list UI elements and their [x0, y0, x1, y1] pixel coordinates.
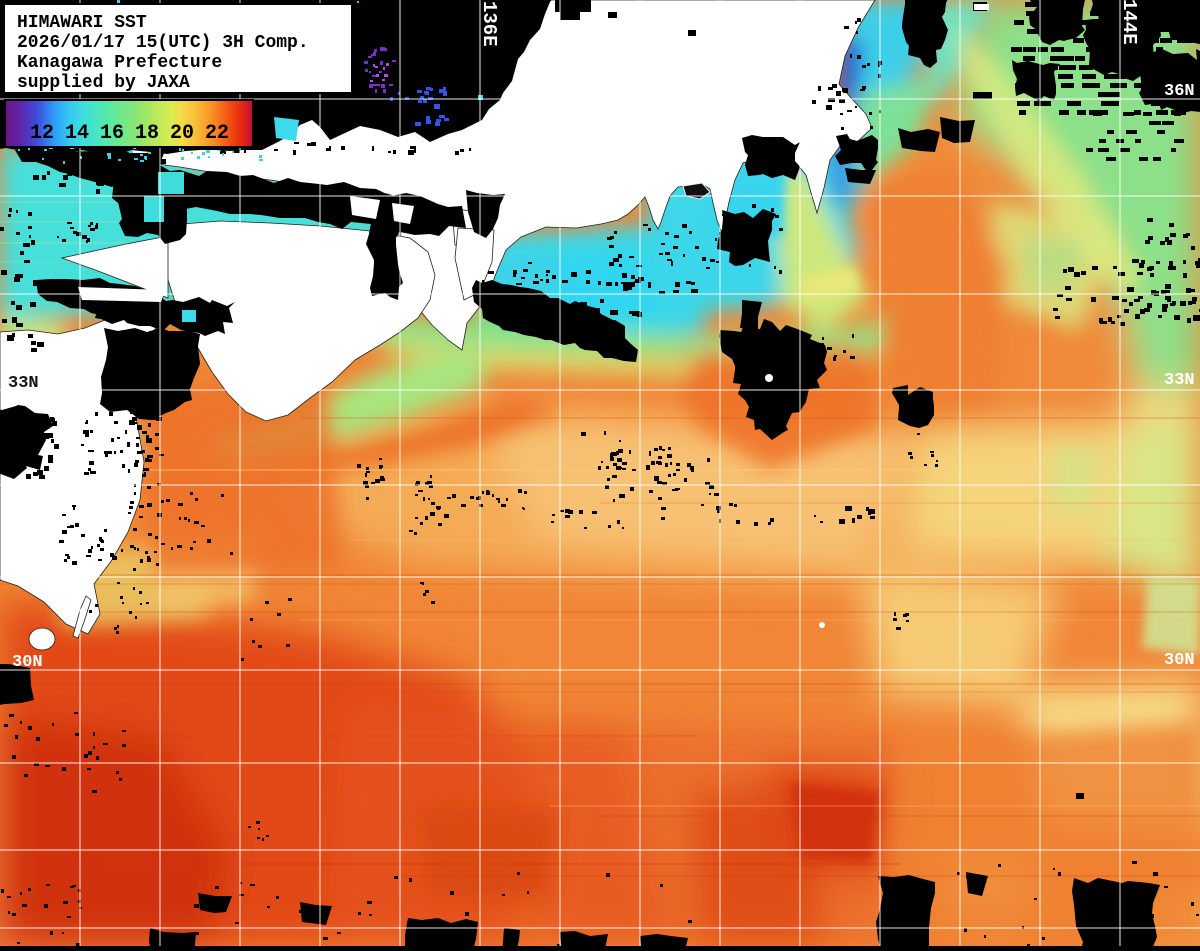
- svg-text:30N: 30N: [12, 653, 43, 672]
- svg-text:20: 20: [170, 122, 194, 145]
- svg-text:33N: 33N: [1164, 371, 1195, 390]
- svg-text:12: 12: [30, 122, 54, 145]
- svg-text:33N: 33N: [8, 374, 39, 393]
- svg-text:16: 16: [100, 122, 124, 145]
- svg-text:18: 18: [135, 122, 159, 145]
- svg-text:36N: 36N: [1164, 82, 1195, 101]
- svg-text:136E: 136E: [478, 1, 500, 47]
- svg-text:Kanagawa Prefecture: Kanagawa Prefecture: [17, 53, 222, 73]
- svg-text:HIMAWARI SST: HIMAWARI SST: [17, 13, 147, 33]
- svg-text:30N: 30N: [1164, 651, 1195, 670]
- svg-text:2026/01/17 15(UTC) 3H Comp.: 2026/01/17 15(UTC) 3H Comp.: [17, 33, 309, 53]
- svg-text:14: 14: [65, 122, 89, 145]
- svg-text:144E: 144E: [1118, 0, 1140, 45]
- svg-text:supplied by JAXA: supplied by JAXA: [17, 73, 190, 93]
- svg-text:22: 22: [205, 122, 229, 145]
